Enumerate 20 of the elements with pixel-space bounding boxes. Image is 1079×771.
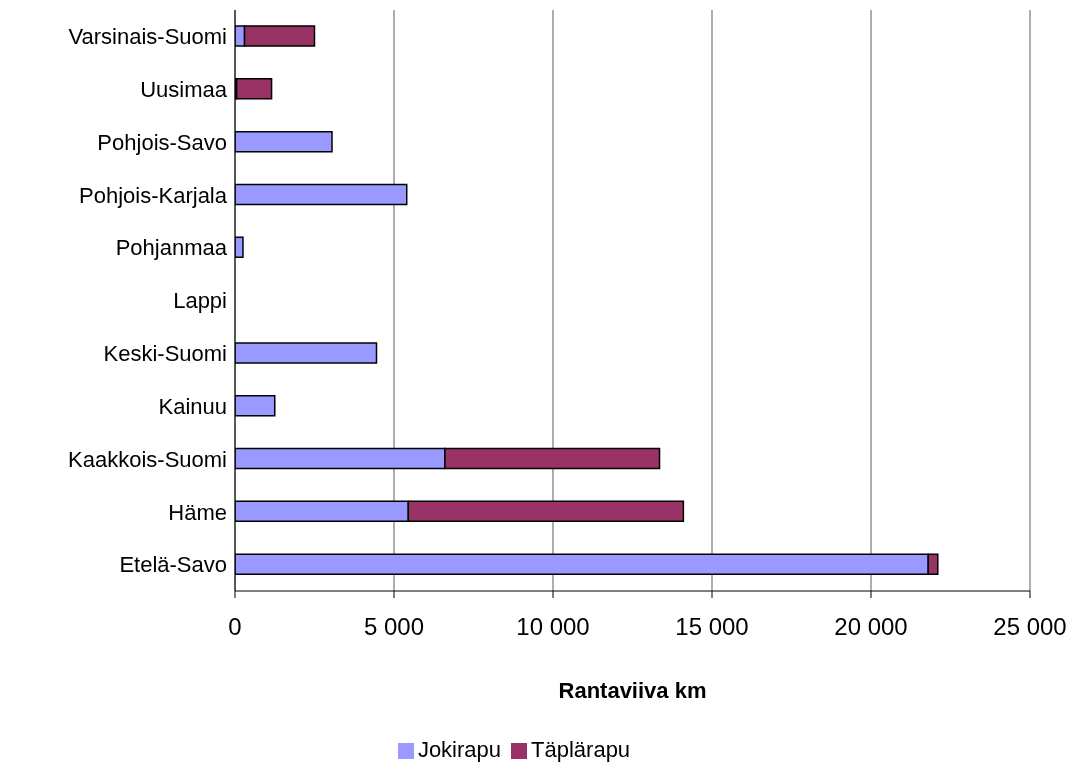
- y-tick-label: Varsinais-Suomi: [68, 24, 227, 50]
- x-axis-title: Rantaviiva km: [558, 678, 707, 703]
- y-tick-label: Pohjois-Savo: [97, 129, 227, 155]
- y-tick-label: Etelä-Savo: [119, 552, 227, 578]
- y-tick-label: Kainuu: [158, 393, 227, 419]
- y-tick-label: Uusimaa: [140, 77, 228, 103]
- y-tick-label: Kaakkois-Suomi: [68, 446, 227, 472]
- x-tick-label: 20 000: [834, 613, 908, 641]
- x-tick-label: 10 000: [516, 613, 590, 641]
- x-tick-label: 25 000: [993, 613, 1067, 641]
- x-tick-label: 0: [228, 613, 242, 641]
- y-tick-label: Pohjanmaa: [115, 235, 228, 261]
- x-tick-label: 15 000: [675, 613, 749, 641]
- legend-label: Jokirapu: [417, 737, 502, 762]
- y-tick-label: Lappi: [173, 288, 227, 314]
- y-tick-label: Häme: [168, 499, 227, 525]
- y-tick-label: Pohjois-Karjala: [79, 182, 228, 208]
- y-tick-label: Keski-Suomi: [103, 341, 227, 367]
- legend-label: Täplärapu: [531, 737, 631, 762]
- x-tick-label: 5 000: [363, 613, 425, 641]
